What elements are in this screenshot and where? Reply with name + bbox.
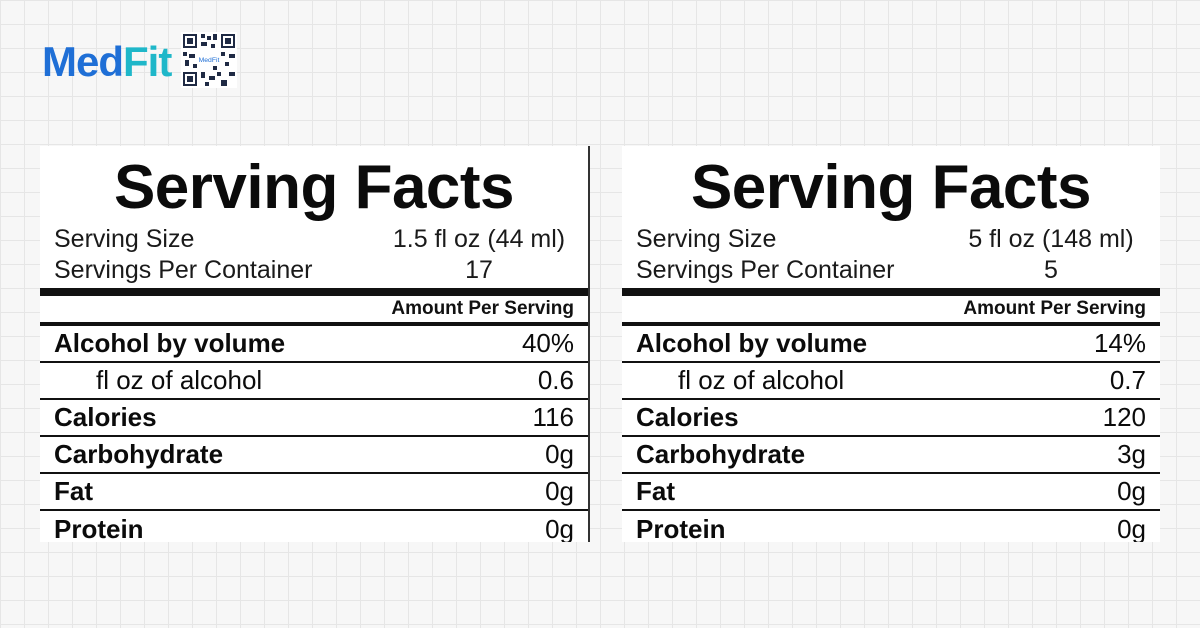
- servings-per-container-label: Servings Per Container: [636, 256, 895, 284]
- nutrient-name: Fat: [636, 476, 675, 506]
- nutrient-name: Carbohydrate: [54, 439, 224, 469]
- nutrient-value: 0g: [545, 439, 574, 469]
- nutrient-value: 116: [532, 402, 574, 432]
- label-title: Serving Facts: [113, 153, 515, 222]
- nutrient-name: Calories: [636, 402, 739, 432]
- nutrient-name: fl oz of alcohol: [678, 365, 845, 395]
- row-fl-oz-of-alcohol: fl oz of alcohol 0.6: [40, 363, 588, 400]
- label-divider: [588, 146, 590, 542]
- nutrient-value: 0.6: [537, 365, 574, 395]
- row-fat: Fat 0g: [40, 474, 588, 511]
- nutrient-value: 0g: [545, 514, 574, 542]
- row-fat: Fat 0g: [622, 474, 1160, 511]
- nutrient-name: Calories: [54, 402, 157, 432]
- medfit-logo: MedFit MedFit: [42, 32, 238, 92]
- serving-size-value: 5 fl oz (148 ml): [968, 225, 1134, 253]
- amount-per-serving-header: Amount Per Serving: [963, 298, 1146, 319]
- serving-size-value: 1.5 fl oz (44 ml): [392, 225, 566, 253]
- nutrient-name: Carbohydrate: [636, 439, 806, 469]
- serving-size-row: Serving Size 5 fl oz (148 ml): [622, 224, 1160, 255]
- qr-caption: MedFit: [199, 57, 220, 64]
- nutrient-name: Protein: [636, 514, 726, 542]
- serving-size-row: Serving Size 1.5 fl oz (44 ml): [40, 224, 588, 255]
- nutrient-value: 0g: [1117, 476, 1146, 506]
- serving-size-label: Serving Size: [54, 225, 195, 253]
- nutrient-name: fl oz of alcohol: [96, 365, 263, 395]
- row-calories: Calories 120: [622, 400, 1160, 437]
- qr-code-icon: MedFit: [181, 32, 238, 88]
- medium-divider: [40, 322, 588, 326]
- brand-name-fit: Fit: [123, 38, 172, 85]
- nutrient-value: 120: [1102, 402, 1146, 432]
- servings-per-container-label: Servings Per Container: [54, 256, 313, 284]
- nutrient-name: Alcohol by volume: [54, 328, 286, 358]
- brand-name: MedFit: [42, 38, 172, 86]
- thick-divider: [40, 288, 588, 296]
- brand-name-med: Med: [42, 38, 124, 85]
- nutrient-value: 40%: [521, 328, 574, 358]
- servings-per-container-row: Servings Per Container 5: [622, 255, 1160, 286]
- nutrient-name: Alcohol by volume: [636, 328, 868, 358]
- label-title: Serving Facts: [690, 153, 1092, 222]
- row-protein: Protein 0g: [622, 511, 1160, 542]
- serving-facts-label-2: Serving Facts Serving Size 5 fl oz (148 …: [622, 146, 1160, 542]
- nutrient-value: 3g: [1117, 439, 1146, 469]
- row-calories: Calories 116: [40, 400, 588, 437]
- nutrient-name: Fat: [54, 476, 93, 506]
- servings-per-container-value: 17: [465, 256, 493, 284]
- row-carbohydrate: Carbohydrate 3g: [622, 437, 1160, 474]
- row-fl-oz-of-alcohol: fl oz of alcohol 0.7: [622, 363, 1160, 400]
- servings-per-container-value: 5: [1044, 256, 1058, 284]
- serving-facts-label-1: Serving Facts Serving Size 1.5 fl oz (44…: [40, 146, 588, 542]
- nutrient-name: Protein: [54, 514, 144, 542]
- nutrient-value: 0g: [545, 476, 574, 506]
- row-protein: Protein 0g: [40, 511, 588, 542]
- amount-per-serving-header: Amount Per Serving: [391, 298, 574, 319]
- row-carbohydrate: Carbohydrate 0g: [40, 437, 588, 474]
- thick-divider: [622, 288, 1160, 296]
- servings-per-container-row: Servings Per Container 17: [40, 255, 588, 286]
- nutrient-value: 14%: [1093, 328, 1146, 358]
- row-alcohol-by-volume: Alcohol by volume 14%: [622, 326, 1160, 363]
- row-alcohol-by-volume: Alcohol by volume 40%: [40, 326, 588, 363]
- nutrient-value: 0g: [1117, 514, 1146, 542]
- serving-size-label: Serving Size: [636, 225, 777, 253]
- nutrient-value: 0.7: [1109, 365, 1146, 395]
- medium-divider: [622, 322, 1160, 326]
